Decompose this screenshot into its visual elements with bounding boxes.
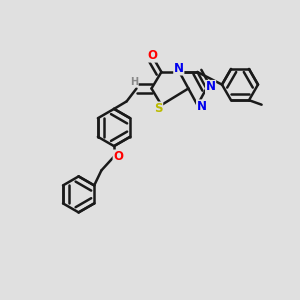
Text: N: N [196, 100, 207, 113]
Text: O: O [113, 150, 123, 163]
Text: H: H [130, 77, 138, 87]
Text: N: N [206, 80, 216, 94]
Text: S: S [154, 102, 163, 115]
Text: N: N [174, 62, 184, 75]
Text: O: O [147, 49, 157, 62]
